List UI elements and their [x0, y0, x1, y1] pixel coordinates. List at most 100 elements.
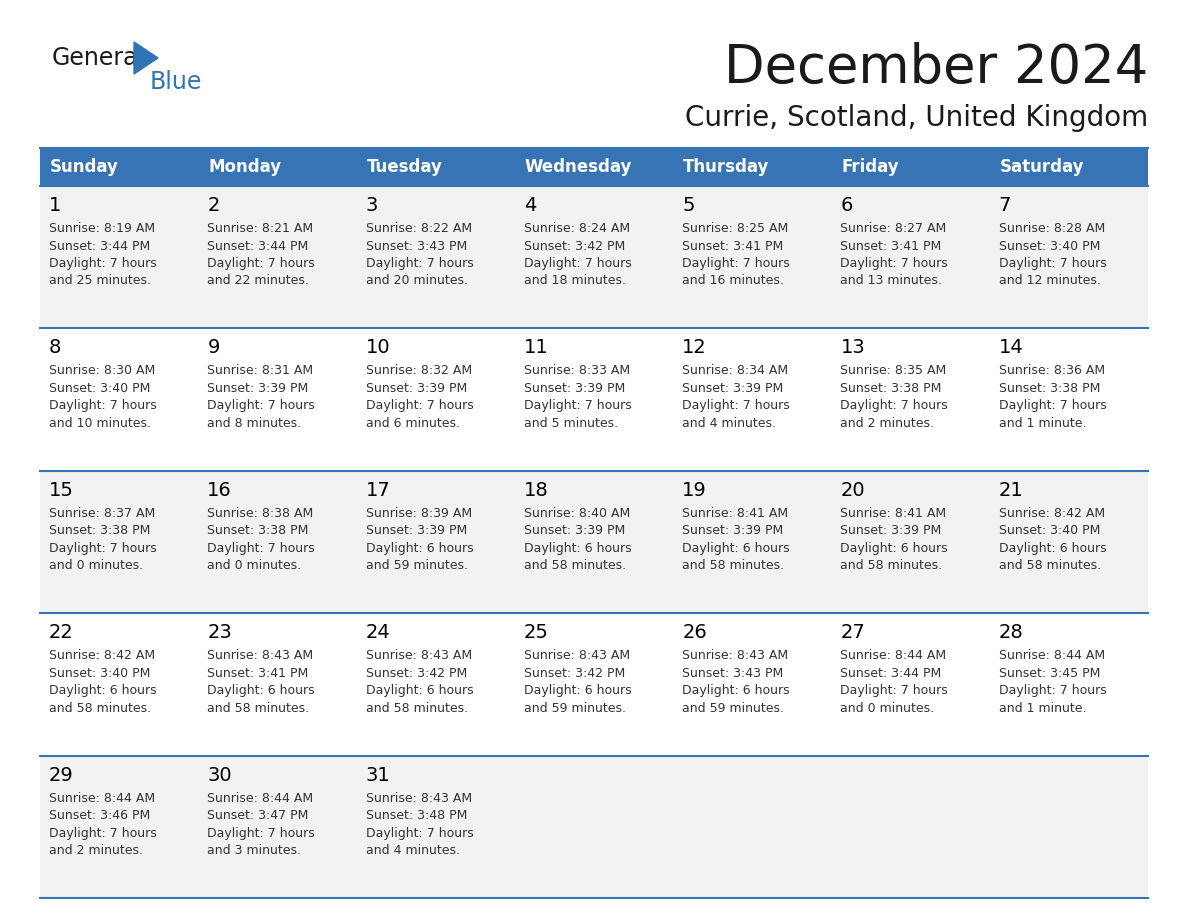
Text: Sunrise: 8:30 AM: Sunrise: 8:30 AM: [49, 364, 156, 377]
Polygon shape: [134, 42, 158, 74]
Text: Sunset: 3:39 PM: Sunset: 3:39 PM: [524, 382, 625, 395]
Text: Sunrise: 8:44 AM: Sunrise: 8:44 AM: [840, 649, 947, 662]
Text: Daylight: 7 hours: Daylight: 7 hours: [682, 257, 790, 270]
Text: Sunrise: 8:34 AM: Sunrise: 8:34 AM: [682, 364, 789, 377]
Text: Daylight: 7 hours: Daylight: 7 hours: [840, 257, 948, 270]
Text: Sunset: 3:47 PM: Sunset: 3:47 PM: [207, 809, 309, 823]
Text: 30: 30: [207, 766, 232, 785]
Text: Sunset: 3:40 PM: Sunset: 3:40 PM: [49, 666, 151, 679]
Text: Daylight: 6 hours: Daylight: 6 hours: [366, 684, 473, 697]
Text: Sunset: 3:38 PM: Sunset: 3:38 PM: [49, 524, 151, 537]
Text: Sunrise: 8:22 AM: Sunrise: 8:22 AM: [366, 222, 472, 235]
Text: 3: 3: [366, 196, 378, 215]
Text: and 1 minute.: and 1 minute.: [999, 701, 1086, 715]
Text: Daylight: 7 hours: Daylight: 7 hours: [49, 257, 157, 270]
Text: Daylight: 7 hours: Daylight: 7 hours: [524, 399, 632, 412]
Bar: [40, 186, 1148, 329]
Text: Sunset: 3:48 PM: Sunset: 3:48 PM: [366, 809, 467, 823]
Text: Sunrise: 8:42 AM: Sunrise: 8:42 AM: [999, 507, 1105, 520]
Text: Friday: Friday: [841, 158, 899, 176]
Text: Sunset: 3:45 PM: Sunset: 3:45 PM: [999, 666, 1100, 679]
Text: 2: 2: [207, 196, 220, 215]
Text: Sunrise: 8:44 AM: Sunrise: 8:44 AM: [207, 791, 314, 804]
Text: Daylight: 6 hours: Daylight: 6 hours: [682, 684, 790, 697]
Text: and 20 minutes.: and 20 minutes.: [366, 274, 468, 287]
Text: and 58 minutes.: and 58 minutes.: [366, 701, 468, 715]
Text: 26: 26: [682, 623, 707, 643]
Text: Sunset: 3:42 PM: Sunset: 3:42 PM: [366, 666, 467, 679]
Text: Sunrise: 8:19 AM: Sunrise: 8:19 AM: [49, 222, 156, 235]
Text: Sunset: 3:44 PM: Sunset: 3:44 PM: [840, 666, 942, 679]
Text: Sunrise: 8:33 AM: Sunrise: 8:33 AM: [524, 364, 630, 377]
Text: and 5 minutes.: and 5 minutes.: [524, 417, 618, 430]
Text: Sunset: 3:39 PM: Sunset: 3:39 PM: [524, 524, 625, 537]
Text: Daylight: 6 hours: Daylight: 6 hours: [524, 684, 632, 697]
Text: Daylight: 7 hours: Daylight: 7 hours: [207, 542, 315, 554]
Text: and 0 minutes.: and 0 minutes.: [207, 559, 302, 572]
Text: 18: 18: [524, 481, 549, 499]
Text: Sunrise: 8:24 AM: Sunrise: 8:24 AM: [524, 222, 630, 235]
Text: and 22 minutes.: and 22 minutes.: [207, 274, 309, 287]
Text: 5: 5: [682, 196, 695, 215]
Text: 20: 20: [840, 481, 865, 499]
Text: Sunrise: 8:41 AM: Sunrise: 8:41 AM: [682, 507, 789, 520]
Text: Sunset: 3:46 PM: Sunset: 3:46 PM: [49, 809, 150, 823]
Text: Sunrise: 8:31 AM: Sunrise: 8:31 AM: [207, 364, 314, 377]
Text: 7: 7: [999, 196, 1011, 215]
Text: Sunset: 3:40 PM: Sunset: 3:40 PM: [999, 524, 1100, 537]
Text: and 4 minutes.: and 4 minutes.: [366, 844, 460, 857]
Text: Daylight: 7 hours: Daylight: 7 hours: [49, 399, 157, 412]
Text: Sunset: 3:42 PM: Sunset: 3:42 PM: [524, 666, 625, 679]
Bar: [40, 148, 1148, 186]
Text: Daylight: 6 hours: Daylight: 6 hours: [207, 684, 315, 697]
Text: 19: 19: [682, 481, 707, 499]
Text: Sunday: Sunday: [50, 158, 119, 176]
Text: and 59 minutes.: and 59 minutes.: [682, 701, 784, 715]
Text: Daylight: 6 hours: Daylight: 6 hours: [366, 542, 473, 554]
Text: 8: 8: [49, 339, 62, 357]
Text: Sunrise: 8:43 AM: Sunrise: 8:43 AM: [366, 791, 472, 804]
Text: 15: 15: [49, 481, 74, 499]
Text: 24: 24: [366, 623, 391, 643]
Text: Sunset: 3:40 PM: Sunset: 3:40 PM: [49, 382, 151, 395]
Text: Sunrise: 8:40 AM: Sunrise: 8:40 AM: [524, 507, 630, 520]
Text: 29: 29: [49, 766, 74, 785]
Text: Sunrise: 8:43 AM: Sunrise: 8:43 AM: [366, 649, 472, 662]
Text: Sunrise: 8:36 AM: Sunrise: 8:36 AM: [999, 364, 1105, 377]
Text: 21: 21: [999, 481, 1024, 499]
Text: Daylight: 7 hours: Daylight: 7 hours: [840, 684, 948, 697]
Text: Sunset: 3:42 PM: Sunset: 3:42 PM: [524, 240, 625, 252]
Text: 13: 13: [840, 339, 865, 357]
Text: Sunset: 3:44 PM: Sunset: 3:44 PM: [49, 240, 150, 252]
Text: 12: 12: [682, 339, 707, 357]
Text: and 13 minutes.: and 13 minutes.: [840, 274, 942, 287]
Text: Sunrise: 8:38 AM: Sunrise: 8:38 AM: [207, 507, 314, 520]
Text: Sunset: 3:43 PM: Sunset: 3:43 PM: [682, 666, 783, 679]
Text: Sunset: 3:44 PM: Sunset: 3:44 PM: [207, 240, 309, 252]
Text: Sunrise: 8:21 AM: Sunrise: 8:21 AM: [207, 222, 314, 235]
Text: Sunset: 3:39 PM: Sunset: 3:39 PM: [207, 382, 309, 395]
Text: 28: 28: [999, 623, 1024, 643]
Text: Daylight: 7 hours: Daylight: 7 hours: [999, 684, 1106, 697]
Bar: [40, 756, 1148, 898]
Text: Sunrise: 8:25 AM: Sunrise: 8:25 AM: [682, 222, 789, 235]
Text: 9: 9: [207, 339, 220, 357]
Text: Sunrise: 8:44 AM: Sunrise: 8:44 AM: [999, 649, 1105, 662]
Text: and 25 minutes.: and 25 minutes.: [49, 274, 151, 287]
Text: Daylight: 6 hours: Daylight: 6 hours: [682, 542, 790, 554]
Text: Daylight: 7 hours: Daylight: 7 hours: [999, 399, 1106, 412]
Text: Daylight: 6 hours: Daylight: 6 hours: [840, 542, 948, 554]
Text: and 16 minutes.: and 16 minutes.: [682, 274, 784, 287]
Text: Sunrise: 8:35 AM: Sunrise: 8:35 AM: [840, 364, 947, 377]
Text: Sunrise: 8:43 AM: Sunrise: 8:43 AM: [207, 649, 314, 662]
Text: 14: 14: [999, 339, 1024, 357]
Text: Sunset: 3:41 PM: Sunset: 3:41 PM: [207, 666, 309, 679]
Text: and 12 minutes.: and 12 minutes.: [999, 274, 1100, 287]
Text: 22: 22: [49, 623, 74, 643]
Text: Sunrise: 8:27 AM: Sunrise: 8:27 AM: [840, 222, 947, 235]
Text: Daylight: 7 hours: Daylight: 7 hours: [999, 257, 1106, 270]
Text: Wednesday: Wednesday: [525, 158, 632, 176]
Text: 6: 6: [840, 196, 853, 215]
Text: Sunset: 3:41 PM: Sunset: 3:41 PM: [840, 240, 942, 252]
Text: 11: 11: [524, 339, 549, 357]
